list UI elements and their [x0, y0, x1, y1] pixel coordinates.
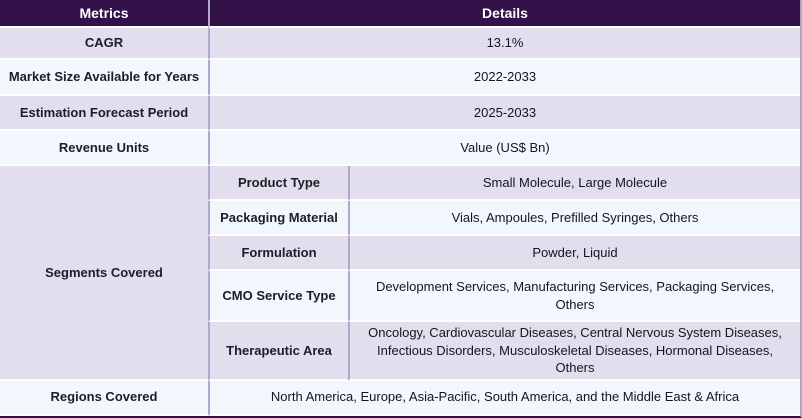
segment-label-cmo-service-type: CMO Service Type	[208, 271, 348, 322]
table-row: Formulation Powder, Liquid	[0, 236, 801, 271]
row-label-estimation-period: Estimation Forecast Period	[0, 96, 208, 131]
table-row: Regions Covered North America, Europe, A…	[0, 380, 801, 416]
row-label-segments-covered: Segments Covered	[0, 166, 208, 381]
table-row: Packaging Material Vials, Ampoules, Pref…	[0, 201, 801, 236]
table-row: Estimation Forecast Period 2025-2033	[0, 96, 801, 131]
table-header-row: Metrics Details	[0, 0, 801, 28]
table-row: CMO Service Type Development Services, M…	[0, 271, 801, 322]
segment-value-product-type: Small Molecule, Large Molecule	[348, 166, 801, 201]
row-label-regions-covered: Regions Covered	[0, 380, 208, 416]
row-value-estimation-period: 2025-2033	[208, 96, 801, 131]
segment-value-formulation: Powder, Liquid	[348, 236, 801, 271]
segment-label-product-type: Product Type	[208, 166, 348, 201]
header-details: Details	[208, 0, 801, 28]
row-label-market-size: Market Size Available for Years	[0, 60, 208, 96]
table-row: CAGR 13.1%	[0, 28, 801, 60]
table-row: Market Size Available for Years 2022-203…	[0, 60, 801, 96]
segment-label-packaging-material: Packaging Material	[208, 201, 348, 236]
row-value-regions-covered: North America, Europe, Asia-Pacific, Sou…	[208, 380, 801, 416]
row-label-cagr: CAGR	[0, 28, 208, 60]
row-value-market-size: 2022-2033	[208, 60, 801, 96]
segment-label-formulation: Formulation	[208, 236, 348, 271]
table-row: Revenue Units Value (US$ Bn)	[0, 131, 801, 166]
row-label-revenue-units: Revenue Units	[0, 131, 208, 166]
header-metrics: Metrics	[0, 0, 208, 28]
segment-label-therapeutic-area: Therapeutic Area	[208, 322, 348, 381]
row-value-cagr: 13.1%	[208, 28, 801, 60]
segment-value-cmo-service-type: Development Services, Manufacturing Serv…	[348, 271, 801, 322]
row-value-revenue-units: Value (US$ Bn)	[208, 131, 801, 166]
table-row: Therapeutic Area Oncology, Cardiovascula…	[0, 322, 801, 381]
segment-value-therapeutic-area: Oncology, Cardiovascular Diseases, Centr…	[348, 322, 801, 381]
segment-value-packaging-material: Vials, Ampoules, Prefilled Syringes, Oth…	[348, 201, 801, 236]
table-row: Segments Covered Product Type Small Mole…	[0, 166, 801, 381]
